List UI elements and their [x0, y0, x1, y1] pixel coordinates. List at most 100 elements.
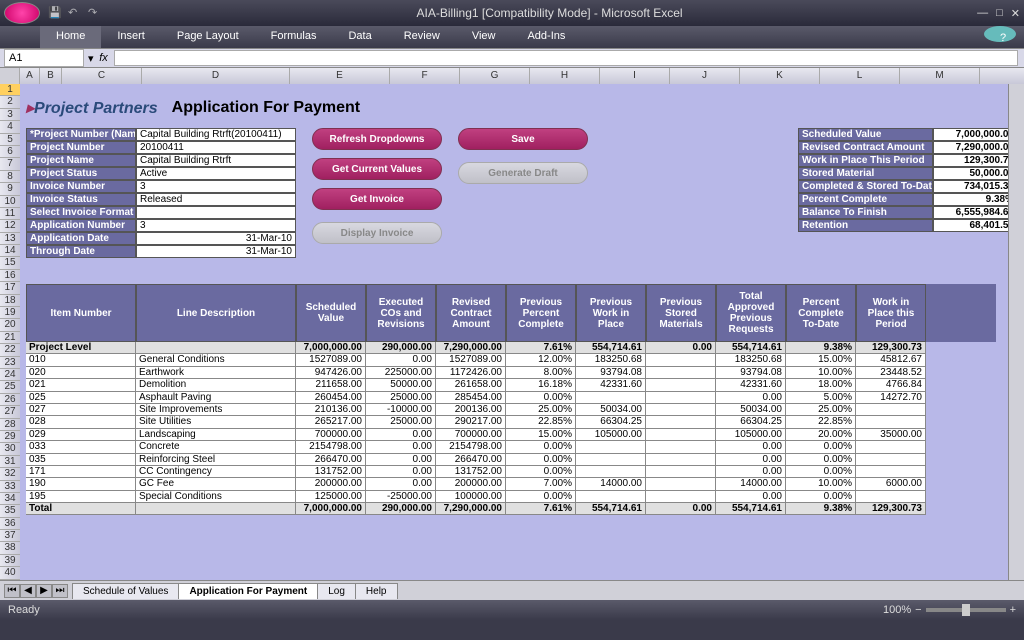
ribbon-tab-review[interactable]: Review: [388, 26, 456, 48]
zoom-slider[interactable]: [926, 608, 1006, 612]
table-cell[interactable]: 290,000.00: [366, 342, 436, 354]
row-header[interactable]: 21: [0, 332, 20, 344]
sheet-tab[interactable]: Application For Payment: [178, 583, 318, 599]
table-cell[interactable]: 23448.52: [856, 367, 926, 379]
ribbon-tab-add-ins[interactable]: Add-Ins: [511, 26, 581, 48]
table-cell[interactable]: 200000.00: [296, 478, 366, 490]
row-header[interactable]: 39: [0, 555, 20, 567]
table-cell[interactable]: 020: [26, 367, 136, 379]
table-cell[interactable]: [856, 441, 926, 453]
row-header[interactable]: 2: [0, 96, 20, 108]
table-cell[interactable]: 260454.00: [296, 392, 366, 404]
table-cell[interactable]: 700000.00: [296, 429, 366, 441]
table-cell[interactable]: [646, 354, 716, 366]
get-current-values-button[interactable]: Get Current Values: [312, 158, 442, 180]
table-cell[interactable]: Total: [26, 503, 136, 515]
table-cell[interactable]: 0.00%: [506, 441, 576, 453]
table-cell[interactable]: 42331.60: [576, 379, 646, 391]
sheet-tab[interactable]: Schedule of Values: [72, 583, 179, 599]
table-cell[interactable]: 100000.00: [436, 491, 506, 503]
table-cell[interactable]: 25000.00: [366, 416, 436, 428]
field-value[interactable]: Released: [136, 193, 296, 206]
table-cell[interactable]: [856, 404, 926, 416]
help-icon[interactable]: ?: [984, 26, 1016, 42]
zoom-in-icon[interactable]: +: [1010, 604, 1016, 616]
table-cell[interactable]: 261658.00: [436, 379, 506, 391]
table-cell[interactable]: 14000.00: [576, 478, 646, 490]
table-cell[interactable]: 45812.67: [856, 354, 926, 366]
ribbon-tab-data[interactable]: Data: [332, 26, 387, 48]
name-box[interactable]: [4, 49, 84, 67]
sheet-nav-last-icon[interactable]: ⏭: [52, 584, 68, 598]
table-cell[interactable]: Reinforcing Steel: [136, 454, 296, 466]
table-cell[interactable]: 0.00: [366, 429, 436, 441]
table-cell[interactable]: 200000.00: [436, 478, 506, 490]
table-cell[interactable]: 183250.68: [576, 354, 646, 366]
table-cell[interactable]: 4766.84: [856, 379, 926, 391]
table-cell[interactable]: 8.00%: [506, 367, 576, 379]
row-header[interactable]: 14: [0, 245, 20, 257]
row-header[interactable]: 40: [0, 567, 20, 579]
table-cell[interactable]: [576, 441, 646, 453]
table-cell[interactable]: 66304.25: [716, 416, 786, 428]
col-header[interactable]: F: [390, 68, 460, 84]
table-cell[interactable]: GC Fee: [136, 478, 296, 490]
table-cell[interactable]: 028: [26, 416, 136, 428]
table-cell[interactable]: [646, 416, 716, 428]
table-cell[interactable]: 700000.00: [436, 429, 506, 441]
table-cell[interactable]: Project Level: [26, 342, 136, 354]
table-cell[interactable]: 0.00: [366, 454, 436, 466]
table-cell[interactable]: 66304.25: [576, 416, 646, 428]
table-cell[interactable]: 2154798.00: [296, 441, 366, 453]
sheet-nav-prev-icon[interactable]: ◀: [20, 584, 36, 598]
table-cell[interactable]: [136, 342, 296, 354]
table-cell[interactable]: 027: [26, 404, 136, 416]
save-icon[interactable]: 💾: [48, 6, 62, 20]
row-header[interactable]: 18: [0, 295, 20, 307]
table-cell[interactable]: [646, 441, 716, 453]
table-cell[interactable]: 0.00: [716, 454, 786, 466]
table-cell[interactable]: 225000.00: [366, 367, 436, 379]
row-header[interactable]: 31: [0, 456, 20, 468]
col-header[interactable]: A: [20, 68, 40, 84]
col-header[interactable]: B: [40, 68, 62, 84]
table-cell[interactable]: 7,290,000.00: [436, 503, 506, 515]
table-cell[interactable]: 50034.00: [576, 404, 646, 416]
table-cell[interactable]: 93794.08: [576, 367, 646, 379]
row-header[interactable]: 28: [0, 419, 20, 431]
table-cell[interactable]: 9.38%: [786, 503, 856, 515]
table-cell[interactable]: 266470.00: [436, 454, 506, 466]
table-cell[interactable]: 0.00: [366, 478, 436, 490]
table-cell[interactable]: Site Utilities: [136, 416, 296, 428]
row-header[interactable]: 22: [0, 344, 20, 356]
ribbon-tab-insert[interactable]: Insert: [101, 26, 161, 48]
table-cell[interactable]: 285454.00: [436, 392, 506, 404]
table-cell[interactable]: 290,000.00: [366, 503, 436, 515]
table-cell[interactable]: 265217.00: [296, 416, 366, 428]
table-cell[interactable]: 35000.00: [856, 429, 926, 441]
row-header[interactable]: 26: [0, 394, 20, 406]
row-header[interactable]: 19: [0, 307, 20, 319]
table-cell[interactable]: 1172426.00: [436, 367, 506, 379]
table-cell[interactable]: 0.00%: [506, 491, 576, 503]
table-cell[interactable]: [646, 367, 716, 379]
select-all-corner[interactable]: [0, 68, 20, 84]
row-header[interactable]: 38: [0, 542, 20, 554]
table-cell[interactable]: 10.00%: [786, 478, 856, 490]
table-cell[interactable]: 035: [26, 454, 136, 466]
row-header[interactable]: 11: [0, 208, 20, 220]
table-cell[interactable]: 5.00%: [786, 392, 856, 404]
sheet-nav-first-icon[interactable]: ⏮: [4, 584, 20, 598]
field-value[interactable]: [136, 206, 296, 219]
sheet-tab[interactable]: Log: [317, 583, 356, 599]
table-cell[interactable]: 010: [26, 354, 136, 366]
row-header[interactable]: 3: [0, 109, 20, 121]
table-cell[interactable]: 18.00%: [786, 379, 856, 391]
table-cell[interactable]: 50000.00: [366, 379, 436, 391]
table-cell[interactable]: 0.00%: [506, 466, 576, 478]
table-cell[interactable]: 25.00%: [506, 404, 576, 416]
table-cell[interactable]: General Conditions: [136, 354, 296, 366]
table-cell[interactable]: 947426.00: [296, 367, 366, 379]
table-cell[interactable]: 14000.00: [716, 478, 786, 490]
table-cell[interactable]: 7,290,000.00: [436, 342, 506, 354]
